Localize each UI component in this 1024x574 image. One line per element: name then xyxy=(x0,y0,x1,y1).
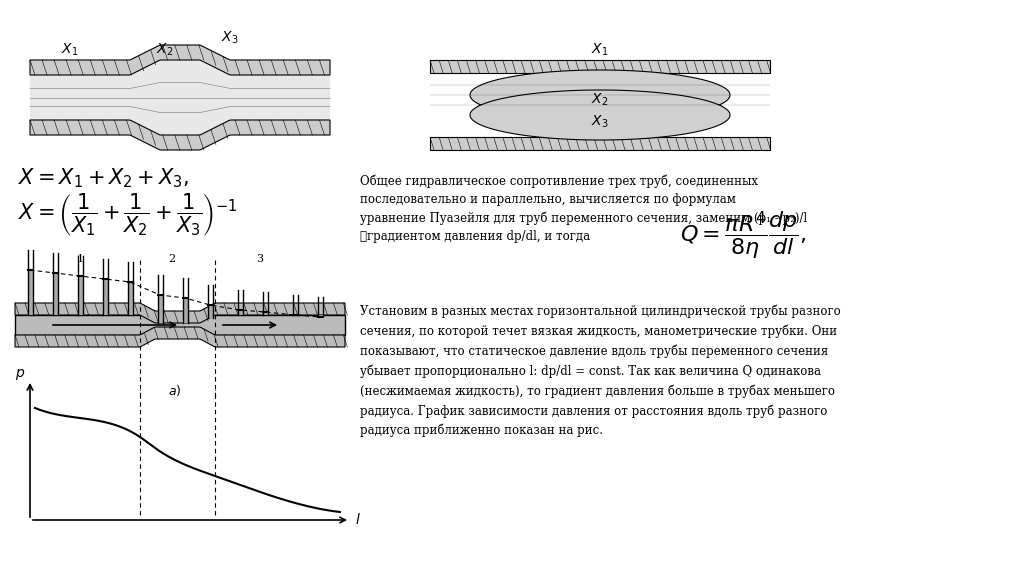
Polygon shape xyxy=(28,270,33,315)
Text: $p$: $p$ xyxy=(14,367,25,382)
Polygon shape xyxy=(430,60,770,73)
Text: $X = \left(\dfrac{1}{X_1} + \dfrac{1}{X_2} + \dfrac{1}{X_3}\right)^{-1}$: $X = \left(\dfrac{1}{X_1} + \dfrac{1}{X_… xyxy=(18,192,238,239)
Text: $l$: $l$ xyxy=(355,513,360,528)
Polygon shape xyxy=(102,279,108,315)
Text: $X_1$: $X_1$ xyxy=(591,42,608,58)
Polygon shape xyxy=(317,315,323,317)
Polygon shape xyxy=(158,295,163,323)
Text: 3: 3 xyxy=(256,254,263,264)
Polygon shape xyxy=(15,327,345,347)
Polygon shape xyxy=(30,45,330,75)
Text: $Q = \dfrac{\pi R^4}{8\eta}\dfrac{dp}{dl},$: $Q = \dfrac{\pi R^4}{8\eta}\dfrac{dp}{dl… xyxy=(680,209,807,261)
Polygon shape xyxy=(262,312,267,315)
Text: $X_2$: $X_2$ xyxy=(591,92,608,108)
Text: Общее гидравлическое сопротивление трех труб, соединенных
последовательно и пара: Общее гидравлическое сопротивление трех … xyxy=(360,175,807,243)
Text: $X_3$: $X_3$ xyxy=(221,30,239,46)
Polygon shape xyxy=(30,60,330,135)
Polygon shape xyxy=(470,70,730,120)
Text: $X_2$: $X_2$ xyxy=(157,42,174,58)
Text: 2: 2 xyxy=(168,254,175,264)
Polygon shape xyxy=(52,273,57,315)
Text: $X_1$: $X_1$ xyxy=(61,42,79,58)
Polygon shape xyxy=(128,282,132,315)
Polygon shape xyxy=(30,120,330,150)
Text: Установим в разных местах горизонтальной цилиндрической трубы разного
сечения, п: Установим в разных местах горизонтальной… xyxy=(360,305,841,437)
Polygon shape xyxy=(430,137,770,150)
Polygon shape xyxy=(182,298,187,323)
Text: $X = X_1 + X_2 + X_3,$: $X = X_1 + X_2 + X_3,$ xyxy=(18,166,189,190)
Polygon shape xyxy=(238,310,243,315)
Text: 1: 1 xyxy=(77,254,84,264)
Polygon shape xyxy=(78,276,83,315)
Text: $X_3$: $X_3$ xyxy=(591,114,608,130)
Polygon shape xyxy=(15,315,345,335)
Polygon shape xyxy=(470,90,730,140)
Polygon shape xyxy=(15,303,345,323)
Polygon shape xyxy=(208,305,213,317)
Text: $a)$: $a)$ xyxy=(168,383,181,398)
